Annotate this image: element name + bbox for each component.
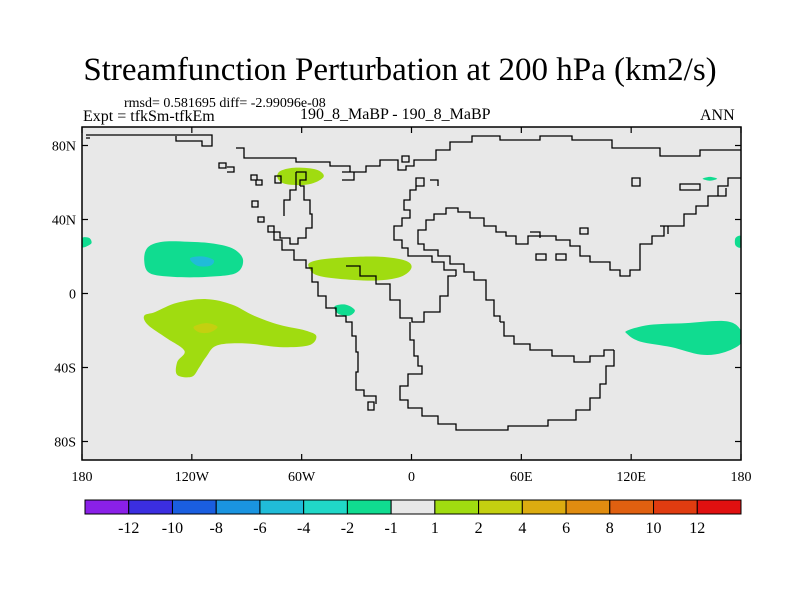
colorbar-swatch bbox=[565, 499, 611, 515]
colorbar-label: -2 bbox=[341, 520, 354, 537]
colorbar-label: -4 bbox=[297, 520, 310, 537]
colorbar-swatch bbox=[434, 499, 480, 515]
colorbar-swatch bbox=[609, 499, 655, 515]
colorbar-swatch bbox=[259, 499, 305, 515]
anomaly-region-4 bbox=[625, 320, 741, 355]
anomaly-region-2 bbox=[82, 237, 92, 248]
colorbar-swatch bbox=[128, 499, 173, 515]
y-tick-label: 40N bbox=[52, 214, 76, 229]
colorbar-swatch bbox=[653, 499, 698, 515]
colorbar-label: 12 bbox=[689, 520, 705, 537]
colorbar-label: 10 bbox=[646, 520, 662, 537]
colorbar-label: 2 bbox=[475, 520, 483, 537]
colorbar-label: -1 bbox=[384, 520, 397, 537]
colorbar-label: -12 bbox=[118, 520, 139, 537]
anomaly-region-5 bbox=[702, 176, 718, 181]
colorbar-label: 4 bbox=[518, 520, 526, 537]
colorbar-swatch bbox=[478, 499, 523, 515]
y-tick-label: 80N bbox=[52, 140, 76, 155]
anomaly-layer bbox=[82, 167, 741, 378]
anomaly-region-3 bbox=[334, 304, 355, 316]
colorbar-swatch bbox=[346, 499, 392, 515]
x-tick-label: 0 bbox=[408, 470, 415, 485]
y-tick-label: 40S bbox=[54, 362, 76, 377]
colorbar-label: 1 bbox=[431, 520, 439, 537]
colorbar-swatch bbox=[696, 499, 742, 515]
case-label: 190_8_MaBP - 190_8_MaBP bbox=[300, 106, 491, 123]
colorbar-label: 6 bbox=[562, 520, 570, 537]
y-tick-label: 80S bbox=[54, 436, 76, 451]
colorbar-swatch bbox=[215, 499, 261, 515]
anomaly-region-10 bbox=[277, 167, 324, 186]
anomaly-region-8 bbox=[193, 323, 218, 334]
x-tick-label: 120W bbox=[175, 470, 210, 485]
coastline bbox=[86, 134, 741, 431]
anomaly-region-6 bbox=[734, 235, 741, 248]
colorbar-label: -6 bbox=[253, 520, 266, 537]
x-tick-label: 180 bbox=[731, 470, 752, 485]
colorbar: -12 -10 -8 -6 -4 -2 -1 1 2 4 6 8 10 12 bbox=[84, 499, 742, 537]
experiment-label: Expt = tfkSm-tfkEm bbox=[83, 108, 215, 125]
colorbar-swatch bbox=[303, 499, 348, 515]
x-tick-label: 180 bbox=[72, 470, 93, 485]
plot-background bbox=[82, 127, 741, 460]
colorbar-swatch bbox=[171, 499, 217, 515]
x-tick-label: 60E bbox=[510, 470, 533, 485]
x-tick-label: 120E bbox=[616, 470, 646, 485]
colorbar-label: -8 bbox=[210, 520, 223, 537]
colorbar-swatch bbox=[390, 499, 436, 515]
chart-title: Streamfunction Perturbation at 200 hPa (… bbox=[83, 52, 717, 88]
colorbar-label: 8 bbox=[606, 520, 614, 537]
colorbar-label: -10 bbox=[162, 520, 183, 537]
axis-ticks: 180 120W 60W 0 60E 120E 180 80N 40N 0 40S 80S bbox=[52, 127, 752, 485]
colorbar-swatch bbox=[84, 499, 130, 515]
y-tick-label: 0 bbox=[69, 288, 76, 303]
anomaly-region-1 bbox=[189, 256, 215, 267]
stats-text: rmsd= 0.581695 diff= -2.99096e-08 bbox=[124, 96, 326, 111]
x-tick-label: 60W bbox=[288, 470, 316, 485]
season-label: ANN bbox=[700, 107, 735, 124]
colorbar-swatch bbox=[521, 499, 567, 515]
anomaly-region-7 bbox=[143, 299, 317, 378]
